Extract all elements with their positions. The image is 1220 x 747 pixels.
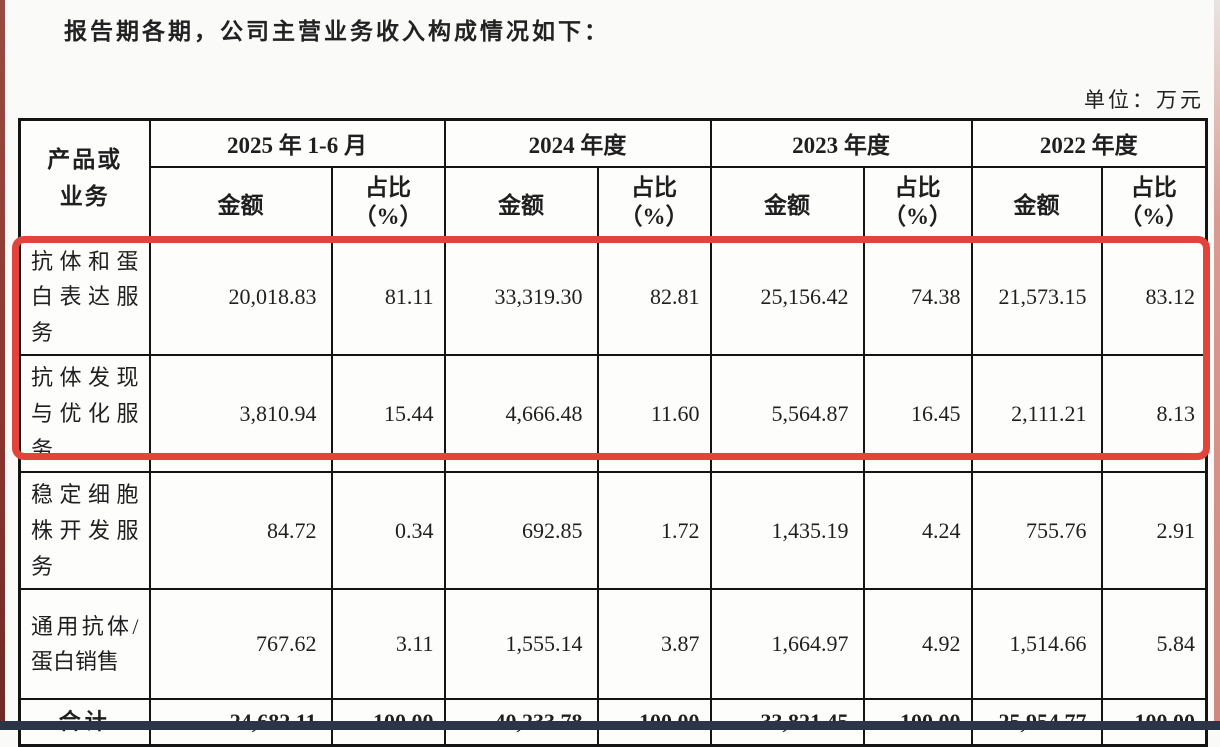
cell-value: 33,319.30 (443, 237, 599, 357)
cell-value: 21,573.15 (970, 237, 1103, 357)
cell-value: 4,666.48 (443, 354, 599, 474)
cell-value: 81.11 (330, 237, 446, 357)
cell-value: 1,555.14 (443, 588, 599, 701)
cell-value: 3.87 (596, 588, 712, 701)
cell-value: 2.91 (1100, 471, 1208, 591)
subheader-amount-2024: 金额 (443, 165, 599, 240)
cell-value: 2,111.21 (970, 354, 1103, 474)
period-header-2024: 2024 年度 (443, 118, 712, 168)
cell-value: 0.34 (330, 471, 446, 591)
cell-value: 4.92 (862, 588, 973, 701)
table-row: 抗体和蛋白表达服务 20,018.83 81.11 33,319.30 82.8… (18, 237, 1208, 357)
cell-value: 8.13 (1100, 354, 1208, 474)
cell-value: 82.81 (596, 237, 712, 357)
table-row: 稳定细胞株开发服务 84.72 0.34 692.85 1.72 1,435.1… (18, 471, 1208, 591)
cell-value: 16.45 (862, 354, 973, 474)
cell-value: 20,018.83 (148, 237, 333, 357)
subheader-ratio-2025: 占比 （%） (330, 165, 446, 240)
cell-value: 767.62 (148, 588, 333, 701)
table-row: 抗体发现与优化服务 3,810.94 15.44 4,666.48 11.60 … (18, 354, 1208, 474)
cell-value: 5.84 (1100, 588, 1208, 701)
right-edge-strip (1214, 0, 1220, 730)
subheader-ratio-2023: 占比 （%） (862, 165, 973, 240)
row-label: 抗体发现与优化服务 (18, 354, 151, 474)
unit-label: 单位：万元 (1084, 88, 1204, 112)
subheader-amount-2022: 金额 (970, 165, 1103, 240)
corner-header: 产品或 业务 (18, 118, 151, 240)
cell-value: 25,156.42 (709, 237, 865, 357)
cell-value: 1,664.97 (709, 588, 865, 701)
cell-value: 83.12 (1100, 237, 1208, 357)
bottom-edge-strip (0, 721, 1220, 730)
row-label: 抗体和蛋白表达服务 (18, 237, 151, 357)
cell-value: 5,564.87 (709, 354, 865, 474)
cell-value: 755.76 (970, 471, 1103, 591)
cell-value: 74.38 (862, 237, 973, 357)
row-label: 通用抗体/蛋白销售 (18, 588, 151, 701)
subheader-ratio-2022: 占比 （%） (1100, 165, 1208, 240)
cell-value: 1.72 (596, 471, 712, 591)
intro-text: 报告期各期，公司主营业务收入构成情况如下： (64, 19, 610, 44)
header-period-row: 产品或 业务 2025 年 1-6 月 2024 年度 2023 年度 2022… (18, 118, 1208, 240)
cell-value: 3,810.94 (148, 354, 333, 474)
cell-value: 3.11 (330, 588, 446, 701)
revenue-composition-table: 产品或 业务 2025 年 1-6 月 2024 年度 2023 年度 2022… (18, 118, 1209, 747)
cell-value: 1,514.66 (970, 588, 1103, 701)
period-header-2025: 2025 年 1-6 月 (148, 118, 446, 168)
cell-value: 4.24 (862, 471, 973, 591)
cell-value: 15.44 (330, 354, 446, 474)
subheader-amount-2025: 金额 (148, 165, 333, 240)
period-header-2023: 2023 年度 (709, 118, 973, 168)
header-sub-row: 金额 占比 （%） 金额 占比 （%） 金额 占比 （%） 金额 占比 （%） (20, 165, 1208, 240)
cell-value: 692.85 (443, 471, 599, 591)
period-header-2022: 2022 年度 (970, 118, 1208, 168)
table-row: 通用抗体/蛋白销售 767.62 3.11 1,555.14 3.87 1,66… (18, 588, 1208, 701)
cell-value: 1,435.19 (709, 471, 865, 591)
subheader-amount-2023: 金额 (709, 165, 865, 240)
left-edge-strip (0, 0, 5, 730)
cell-value: 84.72 (148, 471, 333, 591)
cell-value: 11.60 (596, 354, 712, 474)
row-label: 稳定细胞株开发服务 (18, 471, 151, 591)
subheader-ratio-2024: 占比 （%） (596, 165, 712, 240)
